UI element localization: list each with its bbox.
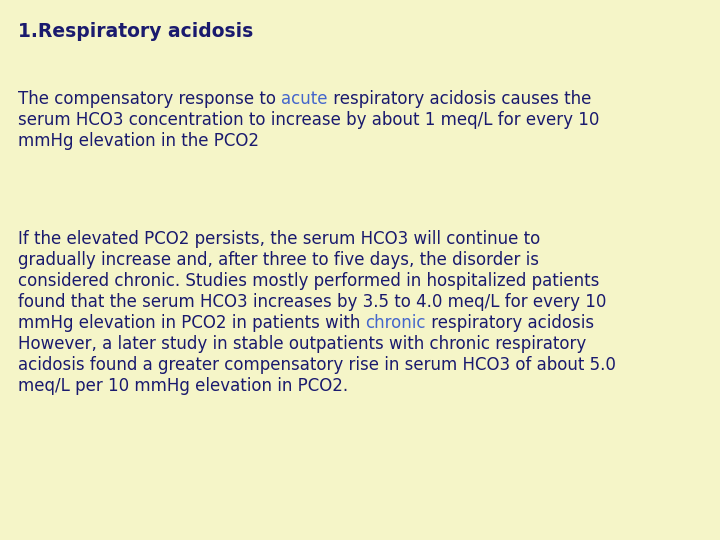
Text: acidosis found a greater compensatory rise in serum HCO3 of about 5.0: acidosis found a greater compensatory ri… — [18, 356, 616, 374]
Text: acute: acute — [282, 90, 328, 108]
Text: respiratory acidosis: respiratory acidosis — [426, 314, 594, 332]
Text: considered chronic. Studies mostly performed in hospitalized patients: considered chronic. Studies mostly perfo… — [18, 272, 599, 290]
Text: gradually increase and, after three to five days, the disorder is: gradually increase and, after three to f… — [18, 251, 539, 269]
Text: serum HCO3 concentration to increase by about 1 meq/L for every 10: serum HCO3 concentration to increase by … — [18, 111, 599, 129]
Text: However, a later study in stable outpatients with chronic respiratory: However, a later study in stable outpati… — [18, 335, 586, 353]
Text: If the elevated PCO2 persists, the serum HCO3 will continue to: If the elevated PCO2 persists, the serum… — [18, 230, 540, 248]
Text: respiratory acidosis causes the: respiratory acidosis causes the — [328, 90, 591, 108]
Text: 1.Respiratory acidosis: 1.Respiratory acidosis — [18, 22, 253, 41]
Text: mmHg elevation in PCO2 in patients with: mmHg elevation in PCO2 in patients with — [18, 314, 366, 332]
Text: The compensatory response to: The compensatory response to — [18, 90, 282, 108]
Text: chronic: chronic — [366, 314, 426, 332]
Text: mmHg elevation in the PCO2: mmHg elevation in the PCO2 — [18, 132, 259, 150]
Text: found that the serum HCO3 increases by 3.5 to 4.0 meq/L for every 10: found that the serum HCO3 increases by 3… — [18, 293, 606, 311]
Text: meq/L per 10 mmHg elevation in PCO2.: meq/L per 10 mmHg elevation in PCO2. — [18, 377, 348, 395]
